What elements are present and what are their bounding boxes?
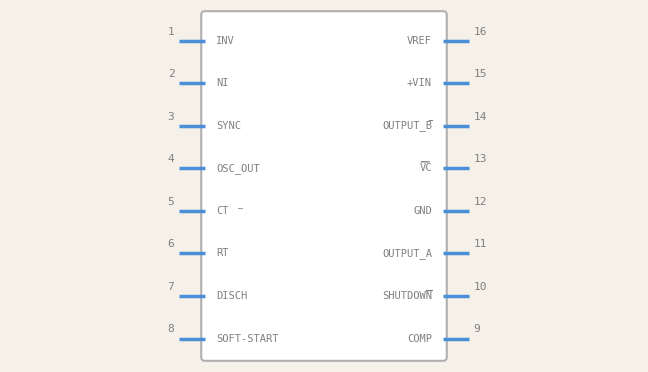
- Text: INV: INV: [216, 36, 235, 46]
- Text: —: —: [238, 204, 243, 213]
- Text: SOFT-START: SOFT-START: [216, 334, 279, 343]
- Text: 2: 2: [168, 69, 174, 79]
- FancyBboxPatch shape: [202, 11, 446, 361]
- Text: 16: 16: [474, 27, 487, 36]
- Text: 4: 4: [168, 154, 174, 164]
- Text: 1: 1: [168, 27, 174, 36]
- Text: 8: 8: [168, 324, 174, 334]
- Text: 6: 6: [168, 239, 174, 249]
- Text: COMP: COMP: [407, 334, 432, 343]
- Text: +VIN: +VIN: [407, 78, 432, 89]
- Text: OUTPUT_A: OUTPUT_A: [382, 248, 432, 259]
- Text: 11: 11: [474, 239, 487, 249]
- Text: 12: 12: [474, 197, 487, 207]
- Text: DISCH: DISCH: [216, 291, 248, 301]
- Text: 14: 14: [474, 112, 487, 122]
- Text: NI: NI: [216, 78, 229, 89]
- Text: SYNC: SYNC: [216, 121, 241, 131]
- Text: RT: RT: [216, 248, 229, 259]
- Text: 13: 13: [474, 154, 487, 164]
- Text: 7: 7: [168, 282, 174, 292]
- Text: 3: 3: [168, 112, 174, 122]
- Text: SHUTDOWN: SHUTDOWN: [382, 291, 432, 301]
- Text: OUTPUT_B: OUTPUT_B: [382, 121, 432, 131]
- Text: OSC_OUT: OSC_OUT: [216, 163, 260, 174]
- Text: 10: 10: [474, 282, 487, 292]
- Text: 9: 9: [474, 324, 480, 334]
- Text: CT: CT: [216, 206, 229, 216]
- Text: GND: GND: [413, 206, 432, 216]
- Text: VC: VC: [419, 163, 432, 173]
- Text: 15: 15: [474, 69, 487, 79]
- Text: VREF: VREF: [407, 36, 432, 46]
- Text: 5: 5: [168, 197, 174, 207]
